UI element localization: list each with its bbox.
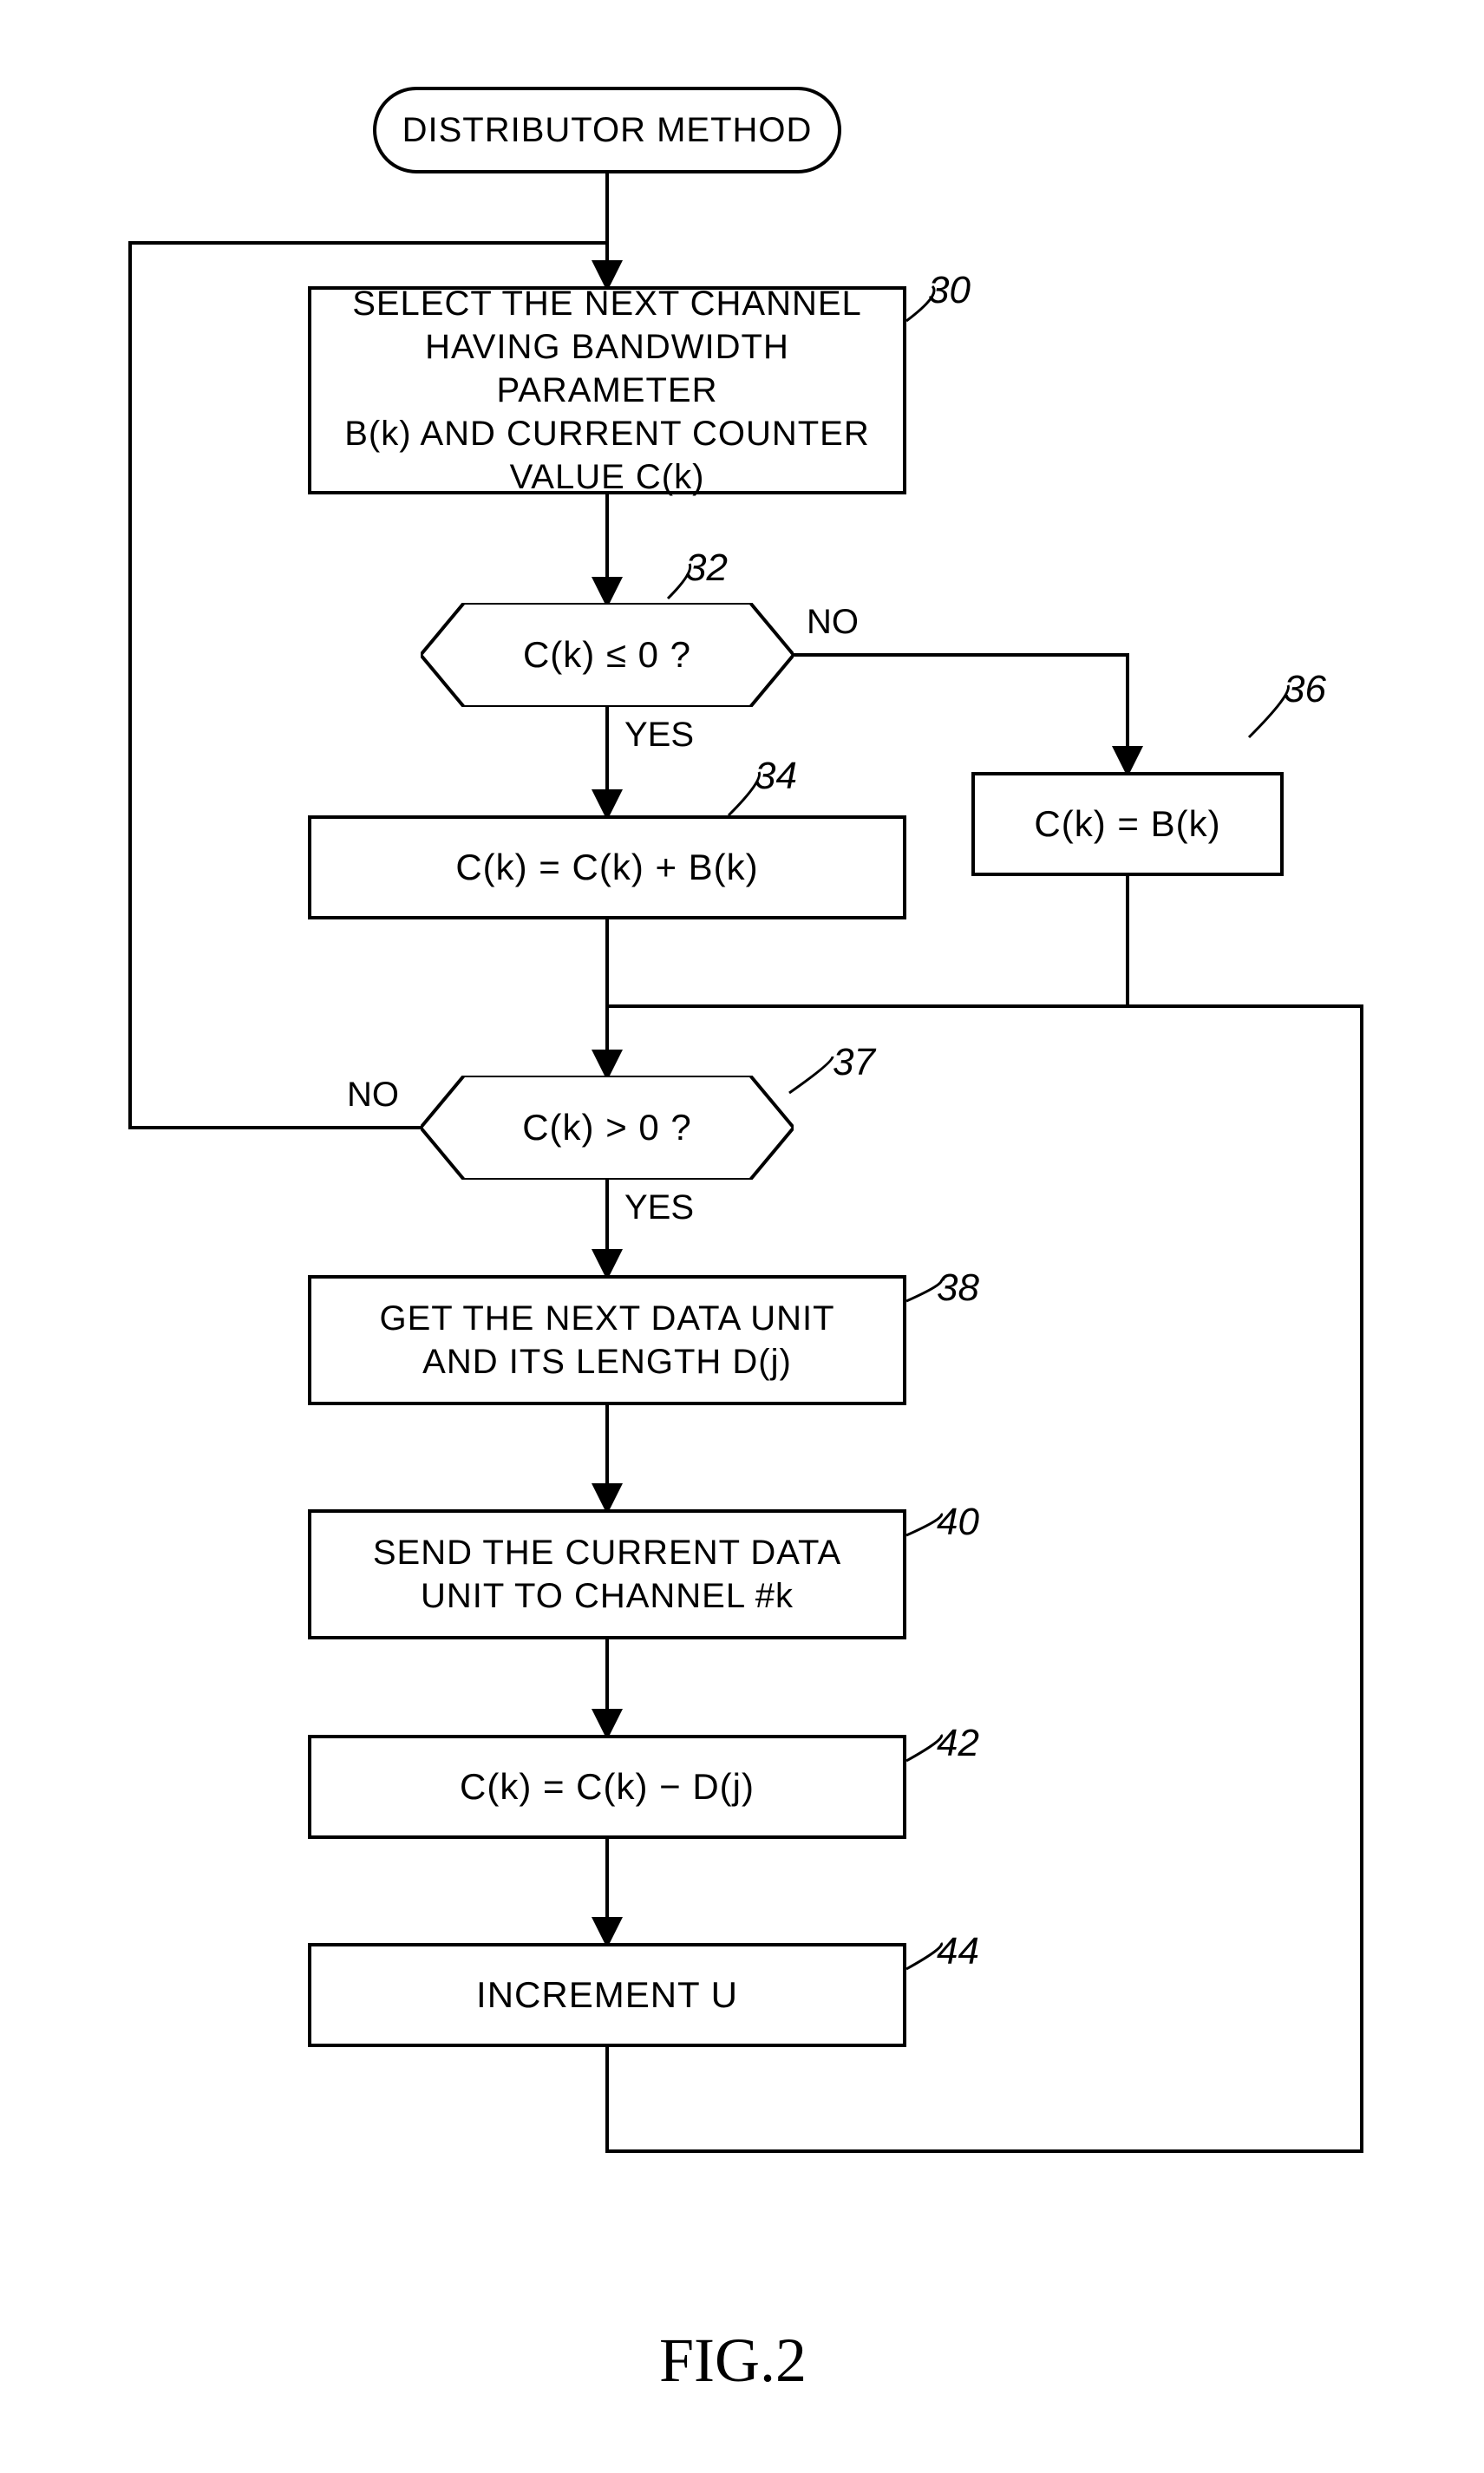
process-get-next-data-unit: GET THE NEXT DATA UNIT AND ITS LENGTH D(… — [308, 1275, 906, 1405]
process-increment-u: INCREMENT U — [308, 1943, 906, 2047]
process-send-data-unit-label: SEND THE CURRENT DATA UNIT TO CHANNEL #k — [373, 1531, 841, 1618]
process-ck-minus-dj: C(k) = C(k) − D(j) — [308, 1735, 906, 1839]
process-ck-eq-bk: C(k) = B(k) — [971, 772, 1284, 876]
ref-37: 37 — [833, 1041, 875, 1084]
decision-ck-leq-0-label: C(k) ≤ 0 ? — [523, 632, 691, 678]
ref-38: 38 — [937, 1266, 979, 1310]
process-increment-u-label: INCREMENT U — [476, 1973, 738, 2018]
process-ck-plus-bk-label: C(k) = C(k) + B(k) — [455, 845, 758, 891]
process-send-data-unit: SEND THE CURRENT DATA UNIT TO CHANNEL #k — [308, 1509, 906, 1639]
process-ck-minus-dj-label: C(k) = C(k) − D(j) — [460, 1764, 755, 1810]
flowchart-canvas: DISTRIBUTOR METHOD SELECT THE NEXT CHANN… — [0, 0, 1484, 2473]
process-get-next-data-unit-label: GET THE NEXT DATA UNIT AND ITS LENGTH D(… — [379, 1297, 834, 1384]
decision-ck-gt-0: C(k) > 0 ? — [421, 1076, 794, 1180]
edge-label-32-no: NO — [807, 603, 859, 642]
ref-30: 30 — [928, 269, 971, 312]
figure-caption: FIG.2 — [659, 2325, 807, 2397]
process-ck-plus-bk: C(k) = C(k) + B(k) — [308, 815, 906, 919]
ref-42: 42 — [937, 1722, 979, 1765]
ref-32: 32 — [685, 546, 728, 590]
terminator-start: DISTRIBUTOR METHOD — [373, 87, 841, 173]
process-ck-eq-bk-label: C(k) = B(k) — [1034, 801, 1220, 847]
ref-34: 34 — [755, 755, 797, 798]
ref-40: 40 — [937, 1501, 979, 1544]
ref-36: 36 — [1284, 668, 1326, 711]
edge-label-37-yes: YES — [624, 1188, 694, 1227]
edge-label-37-no: NO — [347, 1076, 399, 1115]
decision-ck-gt-0-label: C(k) > 0 ? — [522, 1105, 692, 1151]
process-select-channel-label: SELECT THE NEXT CHANNEL HAVING BANDWIDTH… — [329, 282, 886, 499]
terminator-start-label: DISTRIBUTOR METHOD — [402, 108, 813, 152]
edge-label-32-yes: YES — [624, 716, 694, 755]
ref-44: 44 — [937, 1930, 979, 1973]
process-select-channel: SELECT THE NEXT CHANNEL HAVING BANDWIDTH… — [308, 286, 906, 494]
decision-ck-leq-0: C(k) ≤ 0 ? — [421, 603, 794, 707]
